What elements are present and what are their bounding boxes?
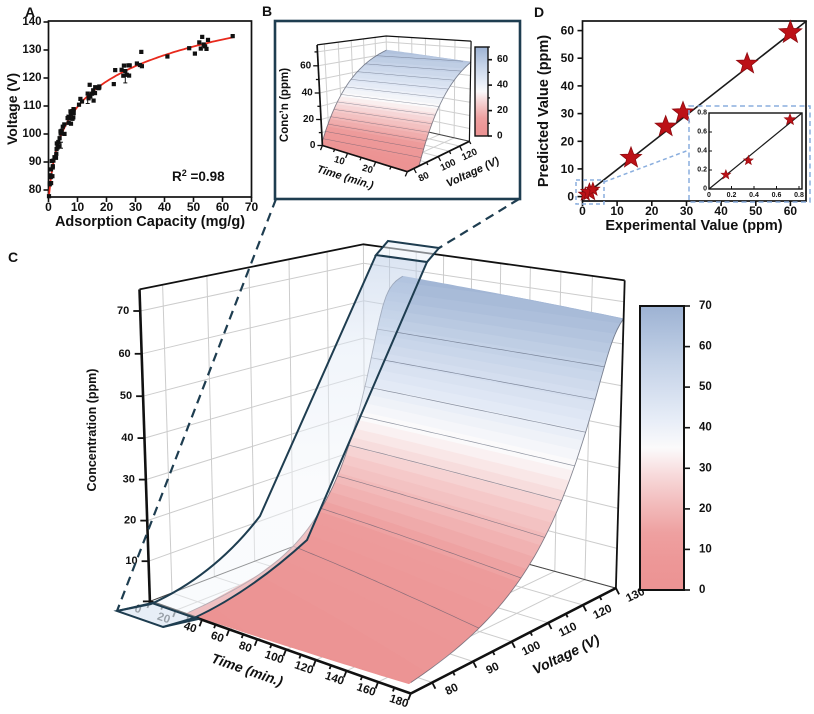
svg-text:20: 20 (100, 200, 114, 214)
svg-text:B: B (262, 3, 272, 19)
svg-text:60: 60 (216, 200, 230, 214)
svg-text:Conc’n (ppm): Conc’n (ppm) (279, 68, 291, 142)
svg-text:50: 50 (120, 390, 132, 402)
svg-text:0.8: 0.8 (697, 110, 707, 117)
svg-text:30: 30 (129, 200, 143, 214)
svg-text:40: 40 (497, 80, 509, 91)
svg-text:70: 70 (245, 200, 259, 214)
svg-text:110: 110 (23, 100, 42, 112)
svg-text:80: 80 (444, 682, 461, 698)
svg-text:D: D (534, 4, 544, 20)
svg-text:40: 40 (699, 422, 712, 434)
svg-text:0.2: 0.2 (697, 167, 707, 174)
svg-text:0.2: 0.2 (727, 192, 737, 199)
svg-text:20: 20 (645, 204, 659, 218)
svg-text:Concentration (ppm): Concentration (ppm) (85, 369, 99, 492)
svg-text:0.4: 0.4 (697, 148, 707, 155)
svg-text:0: 0 (567, 190, 574, 204)
svg-text:0: 0 (707, 192, 711, 199)
svg-text:10: 10 (561, 162, 575, 176)
svg-text:50: 50 (561, 51, 575, 65)
svg-text:80: 80 (417, 170, 431, 184)
svg-text:20: 20 (361, 163, 374, 177)
svg-text:0.6: 0.6 (772, 192, 782, 199)
svg-text:60: 60 (300, 60, 312, 71)
svg-text:0: 0 (310, 140, 316, 151)
svg-text:50: 50 (749, 204, 763, 218)
svg-text:70: 70 (117, 305, 129, 317)
svg-text:20: 20 (303, 114, 315, 125)
svg-text:0: 0 (45, 200, 52, 214)
svg-text:120: 120 (22, 72, 41, 84)
svg-text:10: 10 (71, 200, 85, 214)
svg-text:Voltage (V): Voltage (V) (4, 73, 20, 145)
svg-text:30: 30 (699, 462, 712, 474)
svg-text:Experimental Value (ppm): Experimental Value (ppm) (605, 218, 782, 234)
svg-text:100: 100 (22, 128, 41, 140)
svg-text:60: 60 (784, 204, 798, 218)
svg-text:100: 100 (263, 649, 285, 667)
svg-text:40: 40 (158, 200, 172, 214)
svg-text:50: 50 (699, 381, 712, 393)
svg-text:90: 90 (29, 156, 42, 168)
svg-text:90: 90 (484, 661, 501, 677)
svg-text:0.6: 0.6 (697, 129, 707, 136)
svg-text:160: 160 (355, 681, 377, 699)
svg-text:60: 60 (497, 54, 509, 65)
svg-text:20: 20 (561, 134, 575, 148)
svg-text:120: 120 (293, 659, 315, 677)
svg-text:80: 80 (237, 640, 253, 656)
svg-text:0.4: 0.4 (749, 192, 759, 199)
svg-text:10: 10 (610, 204, 624, 218)
svg-text:C: C (8, 249, 18, 265)
svg-text:70: 70 (699, 300, 712, 312)
svg-text:140: 140 (323, 670, 345, 688)
svg-text:0: 0 (579, 204, 586, 218)
svg-text:R2 =0.98: R2 =0.98 (172, 168, 225, 184)
svg-text:Adsorption Capacity (mg/g): Adsorption Capacity (mg/g) (55, 214, 245, 230)
svg-text:80: 80 (29, 184, 42, 196)
svg-text:30: 30 (680, 204, 694, 218)
svg-text:40: 40 (714, 204, 728, 218)
svg-text:10: 10 (333, 154, 346, 168)
svg-text:40: 40 (302, 88, 314, 99)
svg-text:A: A (25, 4, 35, 20)
svg-text:10: 10 (699, 543, 712, 555)
svg-text:30: 30 (561, 107, 575, 121)
svg-text:60: 60 (561, 24, 575, 38)
svg-text:60: 60 (209, 630, 225, 646)
svg-text:40: 40 (182, 620, 198, 636)
svg-text:Predicted Value (ppm): Predicted Value (ppm) (536, 35, 552, 187)
svg-text:30: 30 (123, 474, 135, 486)
svg-text:20: 20 (699, 503, 712, 515)
svg-text:130: 130 (22, 44, 41, 56)
svg-text:60: 60 (699, 341, 712, 353)
svg-text:40: 40 (561, 79, 575, 93)
svg-text:0: 0 (699, 584, 705, 596)
svg-text:140: 140 (22, 16, 41, 28)
svg-text:20: 20 (124, 515, 136, 527)
svg-text:20: 20 (497, 105, 509, 116)
svg-text:0: 0 (703, 186, 707, 193)
svg-text:40: 40 (121, 432, 133, 444)
svg-text:50: 50 (187, 200, 201, 214)
svg-text:180: 180 (388, 693, 410, 711)
svg-text:60: 60 (118, 348, 130, 360)
svg-text:0.8: 0.8 (794, 192, 804, 199)
svg-text:0: 0 (497, 131, 503, 142)
